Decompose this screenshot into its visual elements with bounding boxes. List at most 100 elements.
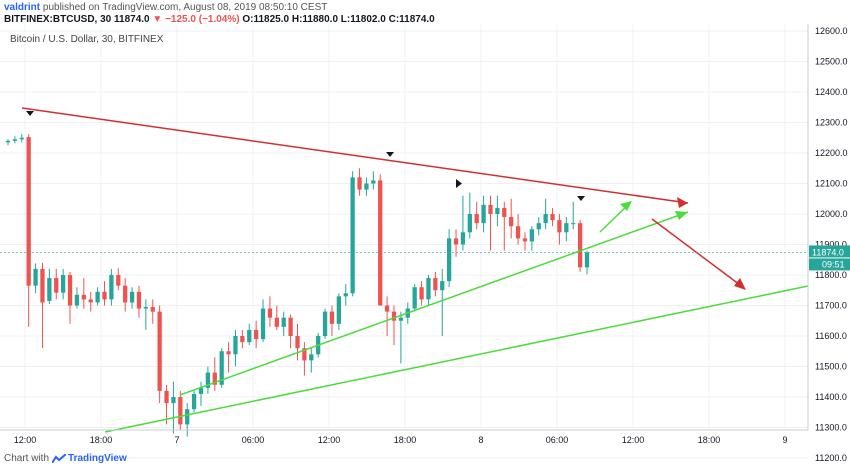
candle[interactable] xyxy=(247,323,252,346)
candle[interactable] xyxy=(474,201,479,230)
candle[interactable] xyxy=(564,217,569,242)
candle[interactable] xyxy=(274,305,279,330)
candle[interactable] xyxy=(433,271,438,297)
candle[interactable] xyxy=(61,268,66,300)
candle[interactable] xyxy=(81,278,86,309)
candle[interactable] xyxy=(467,192,472,239)
author-link[interactable]: valdrint xyxy=(4,2,41,13)
candle[interactable] xyxy=(212,357,217,391)
candle[interactable] xyxy=(357,168,362,196)
candle[interactable] xyxy=(571,201,576,230)
candle[interactable] xyxy=(336,293,341,330)
candle[interactable] xyxy=(185,403,190,437)
candle[interactable] xyxy=(171,381,176,434)
candle[interactable] xyxy=(322,308,328,340)
candle[interactable] xyxy=(109,268,114,306)
candle[interactable] xyxy=(33,263,38,294)
price-tick-label: 11600.0 xyxy=(815,331,847,341)
time-tick-label: 18:00 xyxy=(90,435,113,445)
candle[interactable] xyxy=(364,177,369,196)
candle[interactable] xyxy=(88,291,93,312)
candle[interactable] xyxy=(350,171,355,297)
candle[interactable] xyxy=(391,305,397,346)
candle[interactable] xyxy=(295,323,300,361)
candle[interactable] xyxy=(281,311,286,336)
time-tick-label: 12:00 xyxy=(14,435,37,445)
candle[interactable] xyxy=(536,217,541,236)
candle[interactable] xyxy=(495,195,500,227)
price-tick-label: 11700.0 xyxy=(815,301,847,311)
candle[interactable] xyxy=(219,348,224,388)
candle[interactable] xyxy=(509,198,514,239)
footer-brand-link[interactable]: TradingView xyxy=(68,453,127,464)
candle[interactable] xyxy=(529,226,534,251)
candle[interactable] xyxy=(157,305,162,404)
candle[interactable] xyxy=(543,198,548,230)
marker-down-icon xyxy=(577,196,585,201)
candle[interactable] xyxy=(129,287,135,309)
candle[interactable] xyxy=(123,278,128,312)
candle[interactable] xyxy=(254,320,259,349)
candle[interactable] xyxy=(378,174,383,306)
candle[interactable] xyxy=(240,329,245,349)
candle[interactable] xyxy=(481,195,486,233)
candle[interactable] xyxy=(226,342,231,373)
candle[interactable] xyxy=(302,342,307,376)
candle[interactable] xyxy=(419,281,424,306)
candle[interactable] xyxy=(550,207,555,227)
candle[interactable] xyxy=(557,214,562,245)
candle[interactable] xyxy=(102,281,107,306)
candle[interactable] xyxy=(329,305,335,337)
candle[interactable] xyxy=(426,275,431,306)
publish-info: valdrint published on TradingView.com, A… xyxy=(4,2,327,13)
support-trendline-lower xyxy=(104,285,809,433)
candle[interactable] xyxy=(47,268,52,304)
candle[interactable] xyxy=(116,268,121,291)
candle[interactable] xyxy=(412,284,417,312)
candle[interactable] xyxy=(260,299,266,343)
candle[interactable] xyxy=(54,268,59,300)
candle[interactable] xyxy=(343,284,348,306)
candle[interactable] xyxy=(26,134,31,327)
candle[interactable] xyxy=(233,329,238,367)
candle[interactable] xyxy=(309,348,314,373)
candle[interactable] xyxy=(5,139,11,146)
price-tick-label: 12200.0 xyxy=(815,148,848,158)
candle[interactable] xyxy=(178,390,183,431)
candle[interactable] xyxy=(267,296,273,327)
candle[interactable] xyxy=(67,271,73,324)
marker-down-icon xyxy=(386,152,394,157)
candle[interactable] xyxy=(522,232,528,251)
candle[interactable] xyxy=(447,229,452,288)
candle[interactable] xyxy=(136,285,142,318)
candle[interactable] xyxy=(40,262,45,349)
price-tick-label: 11300.0 xyxy=(815,423,847,433)
candle[interactable] xyxy=(150,299,155,324)
candle[interactable] xyxy=(288,314,293,349)
trend-drawings xyxy=(21,107,809,433)
candle[interactable] xyxy=(398,311,404,364)
candle[interactable] xyxy=(143,299,148,330)
candle[interactable] xyxy=(584,250,590,275)
candle[interactable] xyxy=(440,268,445,336)
candle[interactable] xyxy=(384,296,390,336)
candle[interactable] xyxy=(371,171,376,190)
candle[interactable] xyxy=(191,390,197,413)
grid-lines xyxy=(0,24,808,459)
candle[interactable] xyxy=(502,201,507,251)
candle[interactable] xyxy=(205,366,211,394)
candle[interactable] xyxy=(577,220,583,272)
candle[interactable] xyxy=(164,384,169,425)
price-axis[interactable]: 12600.0 12500.0 12400.0 12300.0 12200.0 12100… xyxy=(815,26,848,463)
candle[interactable] xyxy=(12,136,18,144)
candle[interactable] xyxy=(488,195,493,251)
candle[interactable] xyxy=(515,214,521,245)
candle[interactable] xyxy=(198,381,204,407)
candle[interactable] xyxy=(95,287,100,306)
candle[interactable] xyxy=(460,195,466,251)
price-tick-label: 11800.0 xyxy=(815,270,847,280)
time-axis[interactable]: 12:00 18:00 7 06:00 12:00 18:00 8 06:00 12:00 18:… xyxy=(14,435,788,445)
candle[interactable] xyxy=(19,134,24,143)
candle[interactable] xyxy=(74,287,80,309)
